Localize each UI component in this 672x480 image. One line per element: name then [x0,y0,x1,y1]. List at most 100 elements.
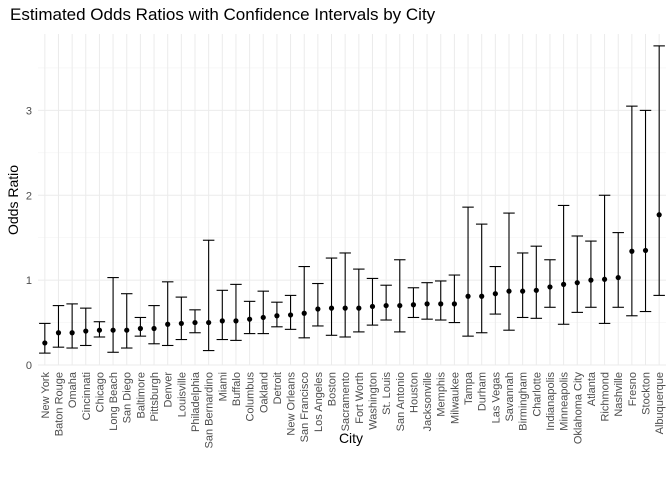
x-tick-label: Minneapolis [559,372,571,431]
x-tick-label: San Diego [122,372,134,423]
x-tick-label: Savannah [504,372,516,422]
x-tick-label: Pittsburgh [149,372,161,422]
estimate-point [533,287,539,293]
estimate-point [69,330,75,336]
estimate-point [110,327,116,333]
x-tick-label: Tampa [463,371,475,405]
x-tick-label: Memphis [436,372,448,417]
x-tick-label: Omaha [67,371,79,408]
estimate-point [547,284,553,290]
y-tick-label: 3 [26,105,32,117]
x-tick-label: Fresno [627,372,639,406]
y-tick-label: 1 [26,275,32,287]
x-tick-label: Milwaukee [449,372,461,424]
x-tick-label: San Francisco [299,372,311,442]
x-tick-label: Boston [327,372,339,406]
estimate-point [574,280,580,286]
x-tick-label: Las Vegas [490,372,502,424]
chart-title: Estimated Odds Ratios with Confidence In… [10,5,436,24]
x-tick-label: San Antonio [395,372,407,431]
y-tick-label: 2 [26,190,32,202]
x-tick-label: Denver [163,372,175,408]
x-tick-label: St. Louis [381,372,393,415]
x-tick-label: Louisville [176,372,188,417]
x-tick-label: Chicago [94,372,106,412]
estimate-point [397,302,403,309]
estimate-point [260,314,266,321]
estimate-point [615,274,621,281]
x-tick-label: Sacramento [340,372,352,431]
x-tick-label: Philadelphia [190,371,202,432]
estimate-point [424,301,430,307]
estimate-point [369,303,376,310]
estimate-point [601,276,608,282]
estimate-point [247,316,253,322]
estimate-point [287,312,294,318]
x-tick-label: Houston [408,372,420,413]
data-marks [39,45,665,354]
estimate-point [588,277,594,283]
x-tick-label: Washington [367,372,379,430]
x-tick-label: Charlotte [531,372,543,417]
x-tick-label: San Bernardino [204,372,216,448]
x-tick-label: Indianapolis [545,372,557,431]
x-tick-label: Richmond [600,372,612,422]
estimate-point [206,319,212,326]
x-tick-label: Oakland [258,372,270,413]
estimate-point [438,301,444,307]
x-tick-label: Buffalo [231,372,243,406]
gridlines [38,34,666,366]
estimate-point [178,320,184,327]
x-tick-label: Miami [217,372,229,401]
estimate-point [165,321,171,327]
estimate-point [274,313,280,319]
x-tick-label: Los Angeles [313,372,325,432]
x-tick-label: Atlanta [586,371,598,406]
x-tick-label: Jacksonville [422,372,434,431]
estimate-point [83,328,89,334]
estimate-point [479,293,485,299]
estimate-point [629,248,635,254]
estimate-point [192,319,198,326]
estimate-point [301,310,307,316]
estimate-point [451,301,457,307]
y-axis-title: Odds Ratio [5,165,21,235]
estimate-point [342,305,348,311]
x-tick-label: Fort Worth [354,372,366,424]
x-tick-label: Nashville [613,372,625,417]
x-tick-label: Baltimore [135,372,147,418]
x-tick-label: New Orleans [286,372,298,436]
estimate-point [410,302,417,308]
estimate-point [96,327,103,333]
x-tick-label: New York [40,372,52,419]
estimate-point [124,327,130,333]
x-tick-label: Stockton [641,372,653,415]
x-axis-title: City [339,430,363,446]
x-tick-label: Detroit [272,372,284,404]
estimate-point [219,318,225,324]
estimate-point [356,305,362,311]
x-axis-ticks: New York Baton Rouge Omaha Cincinnati Chicag… [40,371,666,448]
estimate-point [492,291,498,297]
estimate-point [151,325,157,332]
estimate-point [55,330,62,336]
estimate-point [315,306,321,312]
x-tick-label: Columbus [245,372,257,422]
estimate-point [42,340,48,346]
estimate-point [465,293,471,299]
estimate-point [233,318,239,324]
x-tick-label: Baton Rouge [53,372,65,436]
estimate-point [642,247,649,254]
x-tick-label: Birmingham [518,372,530,431]
y-axis-ticks: 0 1 2 3 [26,105,32,372]
estimate-point [383,302,389,309]
x-tick-label: Long Beach [108,372,120,431]
y-tick-label: 0 [26,360,32,372]
x-tick-label: Albuquerque [654,372,666,434]
estimate-point [520,288,526,294]
x-tick-label: Cincinnati [81,372,93,420]
x-tick-label: Oklahoma City [572,372,584,445]
estimate-point [561,281,567,287]
